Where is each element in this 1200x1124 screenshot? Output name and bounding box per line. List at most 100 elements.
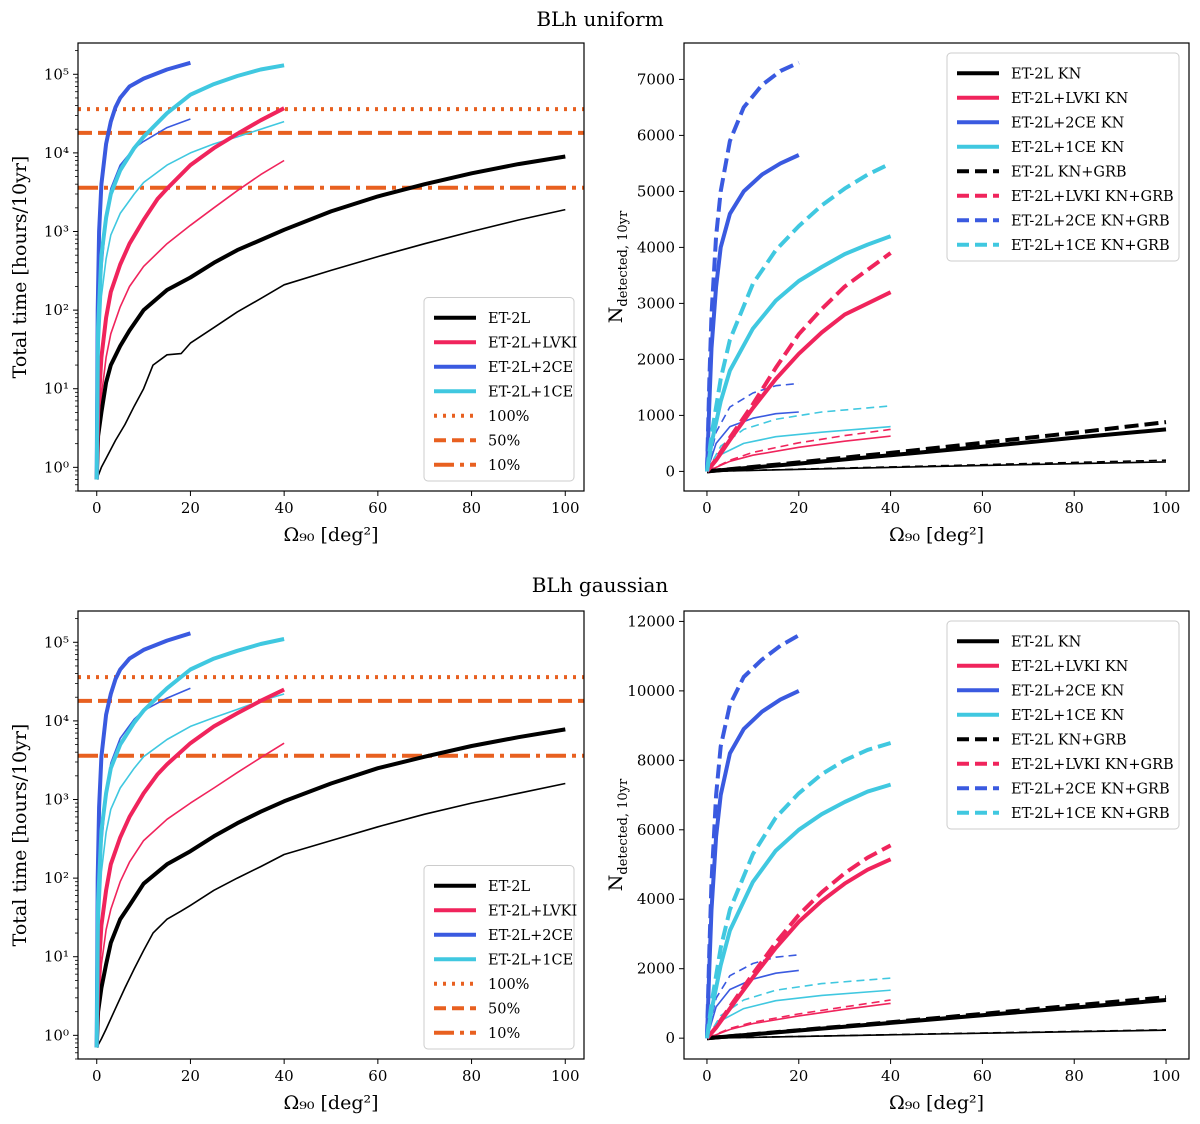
series-line-et-2l-lvki-kn-thin-	[706, 1002, 891, 1039]
x-axis-label: Ω₉₀ [deg²]	[283, 1092, 378, 1114]
axes-frame	[77, 42, 585, 492]
series-line-et-2l-1ce	[94, 63, 285, 480]
series-line-et-2l-2ce-kn-grb-thin-	[706, 382, 799, 472]
y-tick-label: 12000	[627, 612, 675, 630]
legend-label: ET-2L+LVKI KN+GRB	[1011, 189, 1174, 205]
legend-label: ET-2L+LVKI KN	[1011, 91, 1129, 107]
series-line-et-2l-2ce-kn-grb	[705, 633, 800, 1039]
y-tick-label: 10⁵	[44, 65, 69, 83]
series-line-et-2l-lvki-kn	[705, 857, 892, 1040]
legend-label: ET-2L+2CE	[488, 360, 573, 376]
y-axis-label: Total time [hours/10yr]	[9, 724, 31, 947]
y-tick-label: 0	[665, 1029, 675, 1047]
series-line-et-2l-2ce	[94, 60, 191, 480]
legend-label: ET-2L KN+GRB	[1011, 732, 1127, 748]
chart-panel-uniform_ndet: 0 20 40 60 80 1000100020003000400050006000700…	[605, 42, 1190, 546]
legend-box	[946, 52, 1180, 262]
x-tick-label: 80	[462, 499, 481, 517]
legend-label: ET-2L+1CE KN+GRB	[1011, 238, 1170, 254]
series-line-et-2l-lvki-kn-grb	[705, 843, 892, 1040]
legend: ET-2L ET-2L+LVKI ET-2L+2CE ET-2L+1CE 100% 50%…	[423, 297, 577, 482]
x-tick-label: 20	[789, 1067, 808, 1085]
series-line-et-2l-1ce-kn-grb-thin-	[706, 405, 891, 472]
y-tick-label: 10⁴	[44, 144, 69, 162]
y-axis-label: Total time [hours/10yr]	[9, 156, 31, 379]
series-line-et-2l-lvki-kn-grb-thin-	[706, 999, 891, 1039]
y-tick-label: 4000	[637, 238, 675, 256]
axes-frame	[683, 610, 1190, 1060]
y-tick-label: 1000	[637, 406, 675, 424]
legend-label: ET-2L+1CE KN	[1011, 708, 1125, 724]
x-tick-label: 20	[181, 1067, 200, 1085]
x-tick-label: 40	[881, 1067, 900, 1085]
x-tick-label: 80	[1065, 1067, 1084, 1085]
x-tick-label: 60	[973, 1067, 992, 1085]
series-line-et-2l-kn-grb	[706, 420, 1167, 474]
legend-label: ET-2L KN+GRB	[1011, 164, 1127, 180]
y-tick-label: 10³	[44, 223, 69, 241]
series-line-et-2l-1ce-thin-	[95, 693, 285, 1048]
legend-label: ET-2L+LVKI KN	[1011, 659, 1129, 675]
legend-label: 10%	[488, 458, 520, 474]
y-tick-label: 10⁴	[44, 712, 69, 730]
chart-panel-uniform_time: 0 20 40 60 80 100 10⁰ 10¹ 10² 10³ 10⁴ 10⁵ Ω₉₀ [deg²]…	[9, 42, 585, 546]
series-line-et-2l-2ce-kn-grb-thin-	[706, 954, 799, 1039]
series-line-et-2l-1ce-kn-grb-thin-	[706, 977, 891, 1039]
legend-label: ET-2L+2CE KN+GRB	[1011, 213, 1170, 229]
y-tick-label: 10¹	[44, 948, 69, 966]
series-line-et-2l-thin-	[95, 208, 566, 480]
series-line-et-2l	[94, 154, 566, 480]
legend: ET-2L ET-2L+LVKI ET-2L+2CE ET-2L+1CE 100% 50%…	[423, 865, 577, 1050]
series-line-et-2l-1ce-kn-grb	[705, 741, 892, 1039]
legend-label: ET-2L KN	[1011, 634, 1082, 650]
y-tick-label: 10⁵	[44, 633, 69, 651]
y-axis-label: Ndetected, 10yr	[605, 778, 631, 891]
legend-label: ET-2L KN	[1011, 66, 1082, 82]
legend: ET-2L KN ET-2L+LVKI KN ET-2L+2CE KN ET-2L+1…	[946, 620, 1180, 830]
x-tick-label: 40	[275, 1067, 294, 1085]
x-tick-label: 60	[368, 499, 387, 517]
series-line-et-2l-2ce	[94, 631, 191, 1048]
x-tick-label: 80	[1065, 499, 1084, 517]
axes-frame	[683, 42, 1190, 492]
x-tick-label: 100	[551, 499, 580, 517]
axes-frame	[77, 610, 585, 1060]
y-tick-label: 6000	[637, 126, 675, 144]
y-tick-label: 10000	[627, 682, 675, 700]
legend-label: ET-2L+1CE	[488, 384, 573, 400]
x-axis-label: Ω₉₀ [deg²]	[283, 524, 378, 546]
series-line-et-2l-1ce	[94, 637, 285, 1048]
series-line-et-2l-kn-grb-thin-	[706, 1029, 1167, 1039]
legend-label: ET-2L+2CE KN	[1011, 115, 1125, 131]
series-line-et-2l-2ce-kn-grb	[705, 60, 800, 472]
legend-label: 100%	[488, 977, 529, 993]
legend-label: ET-2L+2CE	[488, 928, 573, 944]
series-line-et-2l-lvki-kn-grb-thin-	[706, 428, 891, 473]
series-line-et-2l-kn-grb-thin-	[706, 459, 1167, 473]
legend-label: 50%	[488, 433, 520, 449]
legend-label: ET-2L+1CE	[488, 952, 573, 968]
x-tick-label: 0	[702, 1067, 712, 1085]
y-tick-label: 4000	[637, 890, 675, 908]
y-tick-label: 6000	[637, 821, 675, 839]
x-tick-label: 40	[275, 499, 294, 517]
y-tick-label: 2000	[637, 350, 675, 368]
y-tick-label: 10³	[44, 791, 69, 809]
legend-label: 50%	[488, 1001, 520, 1017]
series-line-et-2l-kn-thin-	[706, 461, 1167, 473]
y-tick-label: 7000	[637, 70, 675, 88]
x-tick-label: 0	[92, 499, 102, 517]
y-tick-label: 0	[665, 462, 675, 480]
y-tick-label: 2000	[637, 960, 675, 978]
series-line-et-2l-kn	[706, 427, 1167, 474]
x-tick-label: 20	[789, 499, 808, 517]
x-tick-label: 40	[881, 499, 900, 517]
series-line-et-2l-kn-grb	[706, 995, 1167, 1041]
series-line-et-2l-lvki-kn-grb	[705, 251, 892, 473]
legend: ET-2L KN ET-2L+LVKI KN ET-2L+2CE KN ET-2L+1…	[946, 52, 1180, 262]
y-tick-label: 10¹	[44, 380, 69, 398]
x-tick-label: 0	[92, 1067, 102, 1085]
legend-label: 100%	[488, 409, 529, 425]
y-tick-label: 10⁰	[44, 1026, 69, 1044]
